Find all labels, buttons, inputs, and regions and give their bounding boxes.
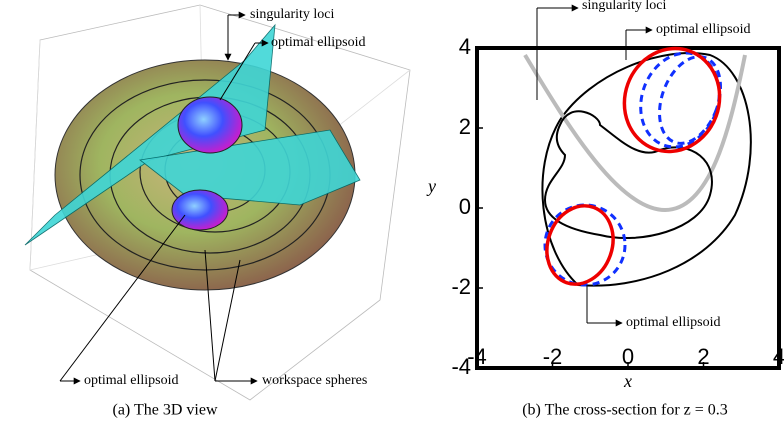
- annotation: singularity loci: [582, 0, 666, 13]
- caption: (a) The 3D view: [113, 402, 218, 419]
- y-tick-label: -4: [451, 354, 471, 379]
- cross-section: singularity loci optimal ellipsoid optim…: [426, 0, 784, 419]
- y-tick-label: -2: [451, 274, 471, 299]
- x-tick-label: 0: [622, 344, 634, 369]
- x-tick-label: 4: [773, 344, 784, 369]
- y-tick-label: 4: [459, 34, 471, 59]
- annotation: optimal ellipsoid: [626, 315, 721, 330]
- annotation: optimal ellipsoid: [84, 373, 179, 388]
- x-tick-label: 2: [697, 344, 709, 369]
- annotation: workspace spheres: [262, 373, 367, 388]
- annotation: optimal ellipsoid: [271, 35, 366, 50]
- y-tick-label: 0: [459, 194, 471, 219]
- caption: (b) The cross-section for z = 0.3: [522, 402, 728, 419]
- annotation: optimal ellipsoid: [656, 22, 751, 37]
- figure: singularity loci optimal ellipsoid optim…: [0, 0, 784, 431]
- y-tick-label: 2: [459, 114, 471, 139]
- annotation: singularity loci: [250, 7, 334, 22]
- x-tick-label: -2: [543, 344, 563, 369]
- x-axis-label: x: [623, 371, 632, 391]
- y-axis-label: y: [426, 176, 436, 196]
- 3d-view: singularity loci optimal ellipsoid optim…: [25, 5, 410, 419]
